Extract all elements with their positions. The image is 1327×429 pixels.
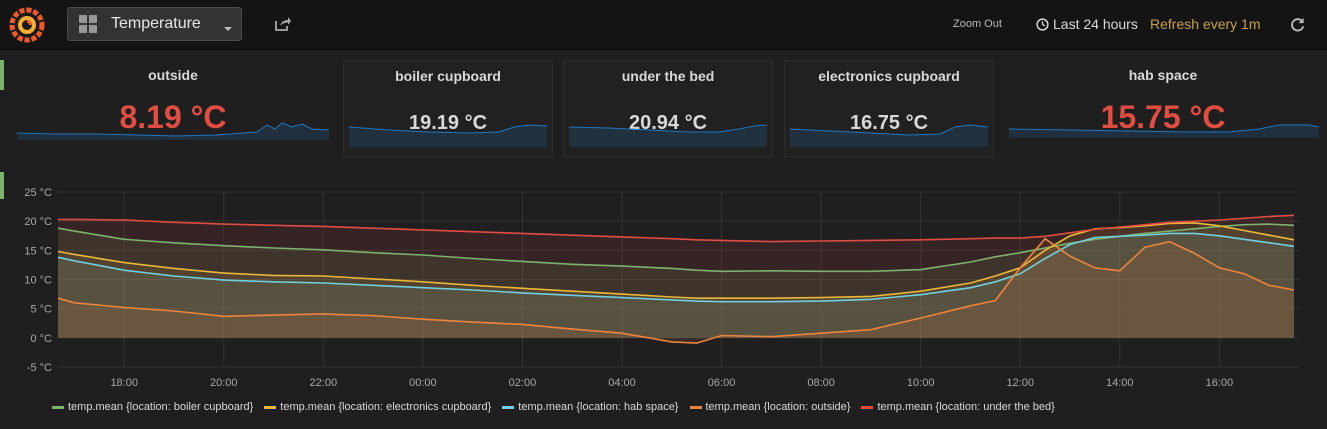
grid-icon bbox=[79, 15, 97, 33]
dashboard-picker[interactable]: Temperature bbox=[67, 7, 242, 41]
y-tick-label: 0 °C bbox=[30, 333, 52, 345]
top-navbar: Temperature Zoom Out Last 24 hours Refre… bbox=[0, 0, 1327, 50]
stat-title: outside bbox=[148, 67, 198, 83]
sparkline-hab-space bbox=[1009, 124, 1319, 138]
stat-panel-electronics-cupboard: electronics cupboard 16.75 °C bbox=[784, 60, 994, 157]
x-tick-label: 06:00 bbox=[708, 377, 736, 389]
sparkline-boiler-cupboard bbox=[349, 124, 547, 147]
x-tick-label: 08:00 bbox=[807, 377, 835, 389]
series-line[interactable] bbox=[57, 232, 1295, 303]
y-tick-label: 15 °C bbox=[24, 245, 52, 257]
legend-item[interactable]: temp.mean {location: under the bed} bbox=[861, 401, 1055, 413]
time-range-picker[interactable]: Last 24 hours bbox=[1036, 16, 1138, 32]
stat-panel-under-the-bed: under the bed 20.94 °C bbox=[563, 60, 773, 157]
legend-item[interactable]: temp.mean {location: boiler cupboard} bbox=[52, 401, 253, 413]
x-tick-label: 22:00 bbox=[310, 377, 338, 389]
x-tick-label: 18:00 bbox=[110, 377, 138, 389]
x-tick-label: 16:00 bbox=[1206, 377, 1234, 389]
sparkline-under-the-bed bbox=[569, 124, 767, 147]
temperature-graph[interactable]: 25 °C 20 °C 15 °C 10 °C 5 °C 0 °C -5 °C 18:00 20… bbox=[0, 0, 1327, 400]
legend-label: temp.mean {location: boiler cupboard} bbox=[68, 401, 254, 413]
y-tick-label: 25 °C bbox=[24, 187, 52, 199]
y-tick-label: -5 °C bbox=[27, 362, 52, 374]
graph-legend: temp.mean {location: boiler cupboard} tem… bbox=[52, 401, 1066, 413]
series-line[interactable] bbox=[57, 237, 1295, 344]
stat-title: under the bed bbox=[621, 68, 715, 84]
dashboard-title: Temperature bbox=[111, 15, 201, 32]
legend-swatch bbox=[689, 405, 702, 409]
legend-swatch bbox=[861, 405, 874, 409]
sparkline-outside bbox=[17, 122, 329, 140]
legend-swatch bbox=[502, 405, 515, 409]
y-tick-label: 5 °C bbox=[30, 304, 52, 316]
clock-icon bbox=[1036, 17, 1049, 31]
sparkline-electronics-cupboard bbox=[790, 124, 988, 147]
row-collapse-handle[interactable] bbox=[0, 172, 4, 199]
stat-title: boiler cupboard bbox=[395, 68, 501, 84]
series-line[interactable] bbox=[58, 214, 1295, 243]
x-tick-label: 20:00 bbox=[210, 377, 238, 389]
stat-value: 19.19 °C bbox=[408, 112, 488, 134]
x-tick-label: 14:00 bbox=[1106, 377, 1134, 389]
legend-swatch bbox=[264, 405, 277, 409]
x-tick-label: 12:00 bbox=[1006, 377, 1034, 389]
refresh-icon[interactable] bbox=[1289, 16, 1306, 33]
stat-panel-outside: outside 8.19 °C bbox=[14, 60, 332, 157]
stat-title: electronics cupboard bbox=[818, 68, 960, 84]
refresh-interval-picker[interactable]: Refresh every 1m bbox=[1150, 16, 1261, 32]
series-area bbox=[58, 233, 1295, 338]
series-line[interactable] bbox=[57, 222, 1295, 299]
chevron-down-icon bbox=[224, 27, 232, 31]
series-area bbox=[58, 222, 1295, 338]
stat-panel-hab-space: hab space 15.75 °C bbox=[1005, 60, 1321, 157]
stat-value: 15.75 °C bbox=[1100, 99, 1226, 135]
legend-swatch bbox=[52, 405, 64, 409]
legend-label: temp.mean {location: under the bed} bbox=[877, 401, 1055, 413]
series-line[interactable] bbox=[57, 223, 1295, 273]
share-icon[interactable] bbox=[274, 15, 292, 33]
stat-title: hab space bbox=[1128, 67, 1198, 83]
y-tick-label: 20 °C bbox=[24, 216, 52, 228]
legend-item[interactable]: temp.mean {location: outside} bbox=[689, 401, 851, 413]
time-range-label: Last 24 hours bbox=[1053, 16, 1138, 32]
row-collapse-handle[interactable] bbox=[0, 60, 4, 90]
grafana-logo-icon[interactable] bbox=[8, 6, 46, 44]
zoom-out-button[interactable]: Zoom Out bbox=[953, 18, 1002, 30]
legend-item[interactable]: temp.mean {location: electronics cupboar… bbox=[264, 401, 491, 413]
stat-panel-boiler-cupboard: boiler cupboard 19.19 °C bbox=[343, 60, 553, 157]
legend-item[interactable]: temp.mean {location: hab space} bbox=[502, 401, 679, 413]
stat-value: 20.94 °C bbox=[628, 112, 708, 134]
x-tick-label: 04:00 bbox=[608, 377, 636, 389]
x-tick-label: 10:00 bbox=[907, 377, 935, 389]
series-area bbox=[58, 215, 1295, 338]
stat-value: 16.75 °C bbox=[849, 112, 929, 134]
legend-label: temp.mean {location: electronics cupboar… bbox=[280, 401, 492, 413]
series-area bbox=[58, 238, 1295, 344]
stat-value: 8.19 °C bbox=[119, 99, 227, 135]
x-tick-label: 00:00 bbox=[409, 377, 437, 389]
y-tick-label: 10 °C bbox=[24, 275, 52, 287]
legend-label: temp.mean {location: hab space} bbox=[518, 401, 679, 413]
x-tick-label: 02:00 bbox=[509, 377, 537, 389]
legend-label: temp.mean {location: outside} bbox=[705, 401, 851, 413]
